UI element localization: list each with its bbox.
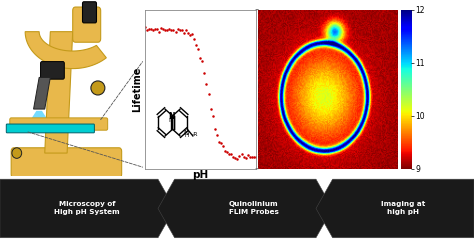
Ellipse shape	[12, 148, 22, 158]
FancyBboxPatch shape	[10, 118, 108, 130]
Polygon shape	[25, 111, 53, 128]
Ellipse shape	[91, 81, 105, 95]
Polygon shape	[45, 32, 73, 153]
FancyBboxPatch shape	[6, 124, 94, 133]
Y-axis label: Lifetime: Lifetime	[132, 67, 142, 112]
FancyBboxPatch shape	[73, 7, 100, 42]
Text: Microscopy of
High pH System: Microscopy of High pH System	[55, 201, 120, 215]
FancyBboxPatch shape	[82, 2, 97, 23]
Polygon shape	[25, 32, 106, 69]
Polygon shape	[0, 179, 174, 238]
Polygon shape	[158, 179, 333, 238]
FancyBboxPatch shape	[11, 148, 122, 178]
Text: Quinolinium
FLIM Probes: Quinolinium FLIM Probes	[228, 201, 279, 215]
Text: Imaging at
high pH: Imaging at high pH	[381, 201, 426, 215]
X-axis label: pH: pH	[192, 170, 209, 180]
FancyBboxPatch shape	[41, 61, 64, 79]
Polygon shape	[34, 77, 50, 109]
Polygon shape	[316, 179, 474, 238]
